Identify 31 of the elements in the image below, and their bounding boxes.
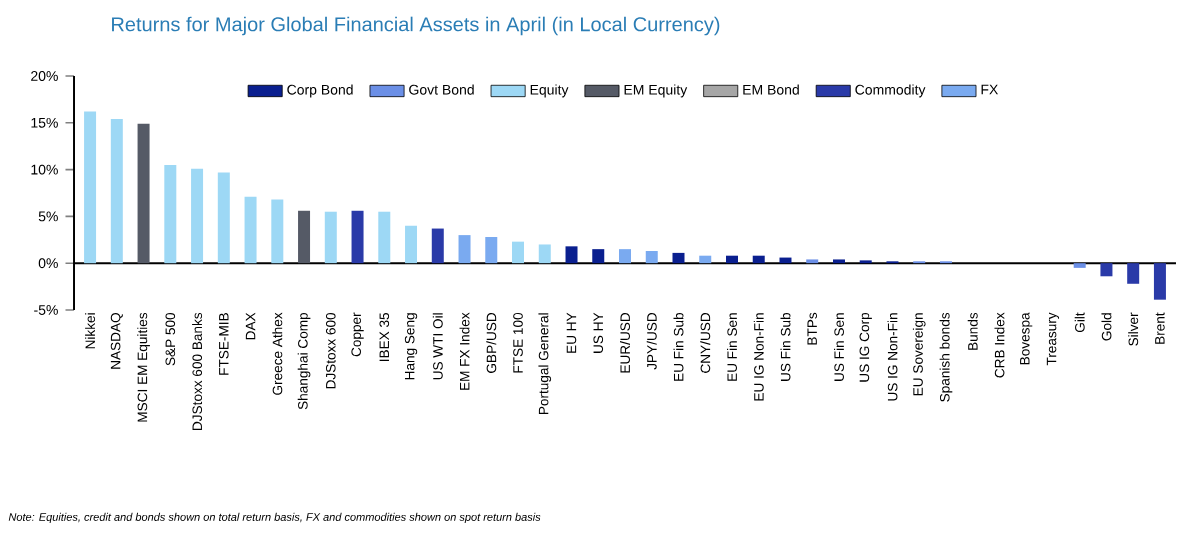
bar <box>752 255 765 264</box>
chart-title: Returns for Major Global Financial Assets in April (in Local Currency) <box>112 16 720 36</box>
bar <box>672 252 685 264</box>
bar <box>110 119 123 264</box>
bar <box>1153 263 1166 300</box>
bar <box>512 241 525 264</box>
bar <box>779 257 792 264</box>
bar <box>164 164 177 264</box>
bar <box>217 172 230 264</box>
bar <box>699 255 712 264</box>
bar <box>298 210 311 264</box>
bar <box>405 225 418 264</box>
bar <box>351 210 364 264</box>
bar <box>458 235 471 264</box>
bar <box>324 211 337 264</box>
bar <box>619 249 632 264</box>
bar <box>378 211 391 264</box>
bar <box>565 246 578 264</box>
bar <box>592 249 605 264</box>
bar <box>725 255 738 264</box>
bar <box>1127 263 1140 284</box>
bar <box>485 236 498 264</box>
bar <box>244 196 257 264</box>
bar <box>271 199 284 264</box>
bar <box>137 123 150 264</box>
bar <box>1100 263 1113 277</box>
bar <box>84 111 97 264</box>
bar <box>538 244 551 264</box>
bar <box>431 228 444 264</box>
bar <box>191 168 204 264</box>
bar <box>645 251 658 264</box>
